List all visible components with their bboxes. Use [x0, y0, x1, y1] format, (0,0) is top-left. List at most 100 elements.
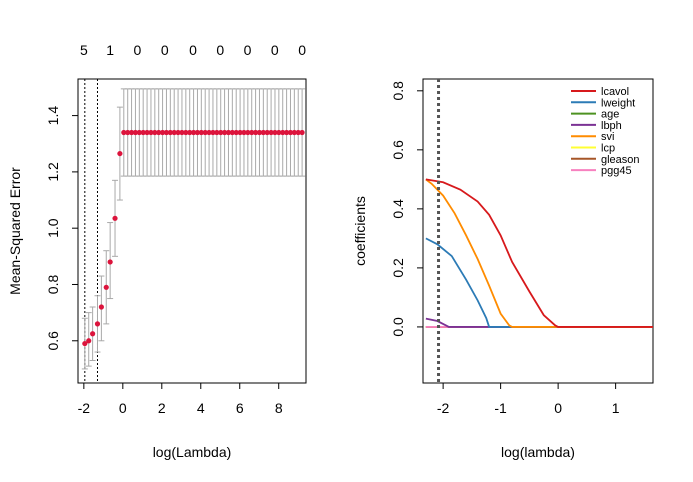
cv-point	[103, 284, 109, 290]
cv-y-axis-label: Mean-Squared Error	[7, 167, 23, 295]
coef-path-chart: -2 -1 0 1 0.00.20.40.60.8 lcavollweightagel…	[352, 78, 654, 460]
cv-x-tick-label: 8	[275, 400, 283, 416]
cv-point	[140, 129, 146, 136]
coef-y-axis-label: coefficients	[352, 196, 368, 266]
coef-x-axis: -2 -1 0 1	[437, 382, 620, 416]
legend-label-age: age	[601, 109, 619, 121]
cv-point	[159, 129, 166, 136]
cv-point	[268, 129, 274, 136]
cv-point	[190, 129, 197, 136]
cv-point	[167, 129, 173, 136]
cv-x-tick-label: 0	[119, 400, 127, 416]
cv-point	[214, 129, 220, 136]
cv-point	[125, 129, 131, 136]
coef-x-tick-label: 0	[554, 400, 562, 416]
coef-y-tick-label: 0.0	[390, 317, 406, 337]
cv-point	[152, 129, 158, 136]
cv-y-axis: 0.6 0.8 1.0 1.2 1.4	[45, 106, 78, 351]
cv-point	[221, 129, 228, 136]
cv-point	[237, 129, 243, 136]
cv-point	[218, 129, 224, 136]
cv-x-tick-label: -2	[78, 400, 91, 416]
cv-point	[148, 129, 154, 136]
cv-top-label: 0	[134, 42, 142, 58]
legend-label-lcp: lcp	[601, 143, 615, 155]
cv-top-label: 1	[106, 42, 114, 58]
cv-y-tick-label: 0.6	[45, 331, 61, 351]
cv-point	[117, 150, 123, 157]
coef-y-tick-label: 0.8	[390, 81, 406, 101]
cv-point	[82, 340, 88, 347]
cv-top-label: 0	[244, 42, 252, 58]
cv-point	[90, 331, 96, 337]
legend-label-svi: svi	[601, 131, 614, 143]
cv-y-tick-label: 1.4	[45, 106, 61, 126]
cv-point	[136, 129, 142, 136]
cv-y-tick-label: 1.0	[45, 218, 61, 238]
cv-y-tick-label: 1.2	[45, 162, 61, 182]
cv-x-tick-label: 6	[236, 400, 244, 416]
cv-top-label: 0	[298, 42, 306, 58]
cv-point	[206, 129, 212, 136]
coef-x-tick-label: -1	[494, 400, 507, 416]
coef-line-lcavol	[425, 178, 653, 328]
coef-series-lines	[425, 178, 653, 328]
coef-line-lweight	[425, 237, 653, 328]
cv-x-tick-label: 2	[158, 400, 166, 416]
cv-point	[276, 129, 282, 136]
cv-point	[272, 129, 278, 136]
coef-y-axis: 0.0 0.2 0.4 0.6 0.8	[390, 81, 423, 337]
cv-point	[241, 129, 247, 136]
cv-point	[171, 129, 177, 136]
coef-x-tick-label: 1	[612, 400, 620, 416]
cv-error-chart: -2 0 2 4 6 8 0.6 0.8 1.0 1.2 1.4 5 1 0 0 0 0 0 0 0 log(La…	[7, 42, 307, 460]
cv-point	[183, 129, 189, 136]
cv-point	[156, 129, 162, 136]
legend-label-gleason: gleason	[601, 154, 640, 166]
cv-top-label: 0	[216, 42, 224, 58]
cv-point	[291, 129, 297, 136]
cv-point	[229, 129, 235, 136]
cv-point	[128, 129, 135, 136]
cv-point	[94, 321, 101, 327]
coef-x-axis-label: log(lambda)	[501, 444, 575, 460]
cv-point	[112, 215, 118, 221]
cv-point	[198, 129, 204, 136]
cv-point	[175, 129, 181, 136]
cv-point	[299, 129, 305, 136]
coef-y-tick-label: 0.4	[390, 199, 406, 219]
cv-top-axis: 5 1 0 0 0 0 0 0 0	[80, 42, 306, 58]
cv-point	[245, 129, 251, 136]
cv-plot-frame	[77, 78, 307, 384]
cv-point	[179, 129, 185, 136]
coef-y-tick-label: 0.2	[390, 258, 406, 278]
cv-point	[249, 129, 255, 136]
cv-point	[287, 129, 294, 136]
cv-point	[163, 129, 170, 136]
cv-point	[260, 129, 266, 136]
cv-top-label: 0	[161, 42, 169, 58]
coef-line-lbph	[425, 317, 653, 328]
cv-points	[82, 129, 305, 347]
cv-top-label: 0	[189, 42, 197, 58]
cv-point	[210, 129, 216, 136]
legend-label-lbph: lbph	[601, 120, 622, 132]
cv-y-tick-label: 0.8	[45, 275, 61, 295]
cv-point	[86, 338, 92, 344]
cv-point	[264, 129, 270, 136]
cv-point	[225, 129, 232, 136]
cv-x-axis-label: log(Lambda)	[153, 444, 232, 460]
legend-label-pgg45: pgg45	[601, 165, 632, 177]
cv-top-label: 5	[80, 42, 88, 58]
cv-top-label: 0	[271, 42, 279, 58]
cv-point	[144, 129, 150, 136]
coef-line-svi	[425, 178, 653, 328]
cv-point	[121, 129, 127, 136]
cv-point	[98, 304, 104, 310]
cv-point	[202, 129, 208, 136]
coef-y-tick-label: 0.6	[390, 140, 406, 160]
cv-x-axis: -2 0 2 4 6 8	[78, 382, 283, 416]
cv-point	[256, 129, 263, 136]
